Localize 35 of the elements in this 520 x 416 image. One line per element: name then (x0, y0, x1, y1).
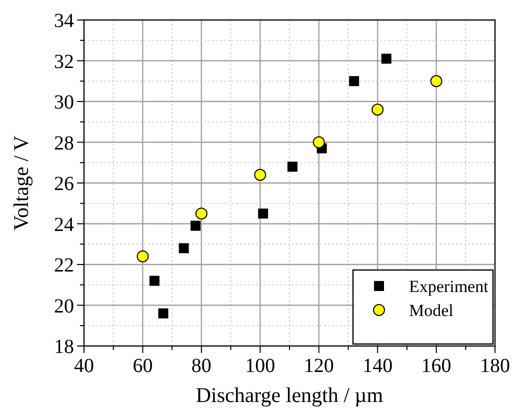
point (287, 162, 298, 172)
point (372, 104, 384, 116)
point (149, 276, 160, 286)
y-tick-label: 28 (54, 132, 74, 154)
y-axis-title: Voltage / V (9, 136, 33, 230)
legend-label: Model (409, 300, 454, 320)
y-tick-label: 32 (54, 50, 74, 73)
y-tick-label: 30 (54, 92, 74, 114)
x-tick-label: 60 (132, 355, 153, 377)
x-tick-label: 140 (362, 355, 393, 377)
y-tick-label: 20 (54, 295, 74, 318)
x-tick-label: 160 (421, 355, 452, 377)
point (158, 308, 168, 318)
point (430, 75, 442, 88)
y-tick-label: 18 (54, 336, 74, 358)
point (312, 136, 325, 148)
point (136, 250, 149, 262)
point (254, 168, 266, 181)
point (190, 220, 201, 231)
y-tick-label: 22 (54, 254, 74, 276)
y-tick-label: 34 (54, 10, 74, 32)
point (195, 208, 208, 220)
point (349, 76, 360, 86)
y-tick-label: 24 (54, 214, 74, 236)
x-tick-label: 100 (245, 355, 276, 377)
x-tick-label: 120 (304, 355, 334, 377)
legend-label: Experiment (409, 276, 489, 296)
point (258, 208, 268, 219)
point (178, 243, 189, 254)
y-tick-label: 26 (54, 173, 74, 195)
x-tick-label: 180 (480, 355, 510, 377)
x-tick-label: 80 (191, 355, 212, 377)
x-axis-title: Discharge length / µm (196, 383, 384, 407)
x-tick-label: 40 (74, 355, 94, 377)
point (381, 54, 392, 64)
